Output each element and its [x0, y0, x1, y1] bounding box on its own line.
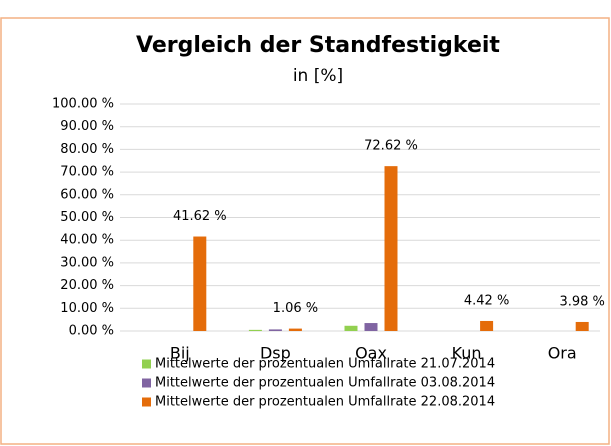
bar [480, 320, 494, 331]
legend-label: Mittelwerte der prozentualen Umfallrate … [155, 376, 495, 391]
legend-swatch [142, 378, 151, 388]
chart-border [0, 17, 610, 445]
bar [268, 329, 282, 331]
x-tick-label: Dsp [260, 344, 291, 363]
y-tick-label: 20.00 % [60, 278, 114, 293]
y-tick-label: 40.00 % [60, 233, 114, 248]
bar [193, 236, 207, 331]
y-tick-label: 80.00 % [60, 142, 114, 157]
bar [575, 321, 589, 331]
bar [288, 328, 302, 331]
bar [344, 325, 358, 331]
data-label: 41.62 % [173, 209, 227, 224]
legend-label: Mittelwerte der prozentualen Umfallrate … [155, 395, 495, 410]
data-label: 3.98 % [559, 294, 604, 309]
data-label: 72.62 % [364, 139, 418, 154]
y-tick-label: 60.00 % [60, 187, 114, 202]
legend-label: Mittelwerte der prozentualen Umfallrate … [155, 357, 495, 372]
x-tick-label: Ora [548, 344, 577, 363]
legend-swatch [142, 359, 151, 369]
y-tick-label: 30.00 % [60, 255, 114, 270]
chart-title: Vergleich der Standfestigkeit [136, 33, 500, 58]
bar [364, 323, 378, 331]
legend-swatch [142, 397, 151, 407]
y-tick-label: 90.00 % [60, 119, 114, 134]
y-tick-label: 0.00 % [69, 324, 114, 339]
chart-subtitle: in [%] [293, 66, 343, 86]
data-label: 1.06 % [273, 301, 318, 316]
y-tick-label: 50.00 % [60, 210, 114, 225]
bar [384, 166, 398, 331]
y-tick-label: 100.00 % [52, 97, 114, 112]
y-tick-label: 10.00 % [60, 301, 114, 316]
y-tick-label: 70.00 % [60, 165, 114, 180]
bar [248, 329, 262, 331]
x-tick-label: Kun [452, 344, 482, 363]
x-tick-label: Oax [355, 344, 387, 363]
data-label: 4.42 % [464, 293, 509, 308]
x-tick-label: Bij [170, 344, 190, 363]
